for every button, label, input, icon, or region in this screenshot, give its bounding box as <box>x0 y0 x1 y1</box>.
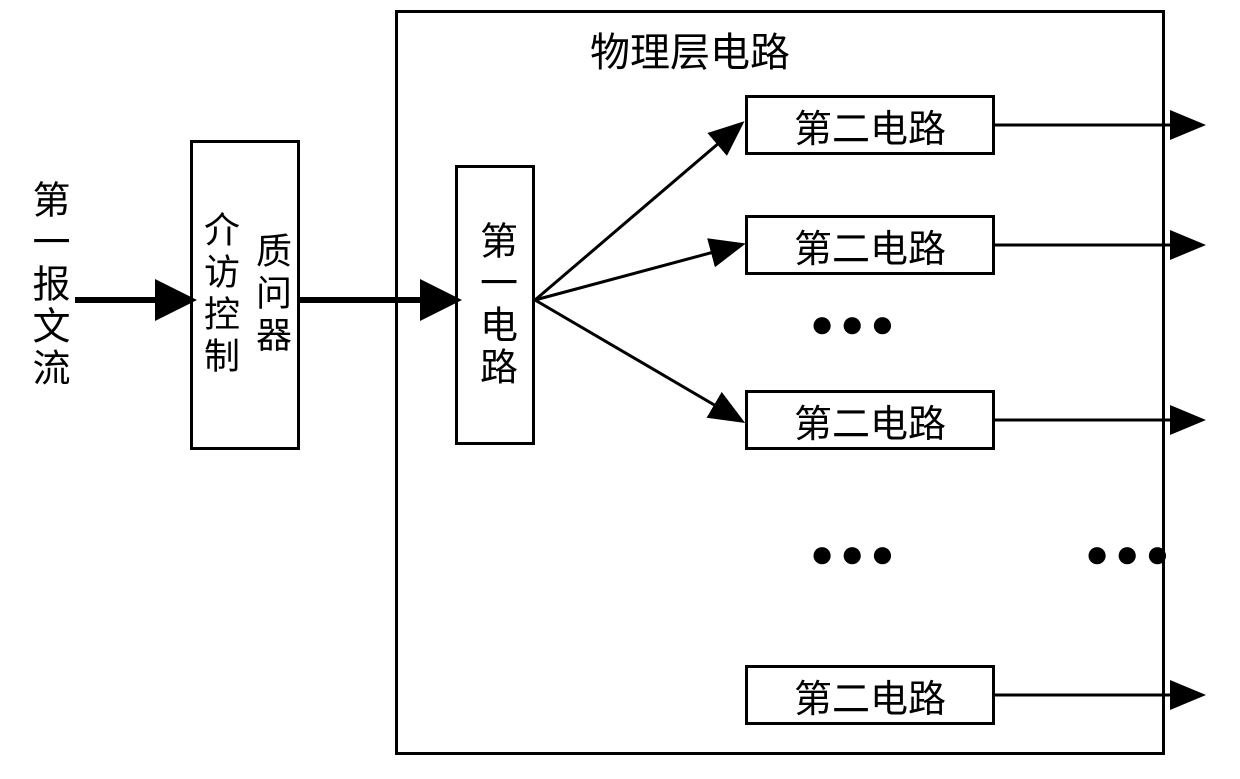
mac-controller-block: 介访控制 质问器 <box>190 140 300 450</box>
first-circuit-label: 第一电路 <box>468 221 523 389</box>
input-stream-label: 第一报文流 <box>20 180 75 390</box>
second-circuit-block: 第二电路 <box>745 215 995 275</box>
second-circuit-block: 第二电路 <box>745 665 995 725</box>
second-circuit-label: 第二电路 <box>794 668 946 723</box>
second-circuit-block: 第二电路 <box>745 390 995 450</box>
second-circuit-label: 第二电路 <box>794 393 946 448</box>
mac-label-col2: 质问器 <box>245 211 297 379</box>
ellipsis-icon: ●●● <box>810 300 900 347</box>
diagram-title: 物理层电路 <box>590 20 790 78</box>
second-circuit-block: 第二电路 <box>745 95 995 155</box>
ellipsis-icon: ●●● <box>810 530 900 577</box>
ellipsis-icon: ●●● <box>1085 530 1175 577</box>
second-circuit-label: 第二电路 <box>794 218 946 273</box>
mac-controller-label: 介访控制 质问器 <box>193 211 297 379</box>
first-circuit-block: 第一电路 <box>455 165 535 445</box>
second-circuit-label: 第二电路 <box>794 98 946 153</box>
mac-label-col1: 介访控制 <box>193 211 245 379</box>
